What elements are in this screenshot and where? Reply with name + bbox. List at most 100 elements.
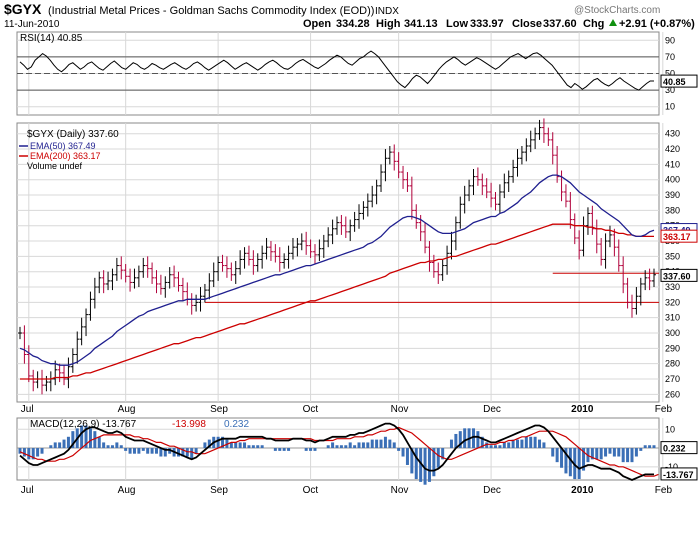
macd-histogram-bar xyxy=(62,439,66,449)
macd-histogram-bar xyxy=(471,428,475,449)
macd-histogram-bar xyxy=(331,442,335,449)
rsi-line xyxy=(19,50,654,91)
price-tick-label: 350 xyxy=(665,251,680,261)
macd-hist-last-value-box xyxy=(660,441,698,455)
open-label: Open xyxy=(303,18,331,30)
macd-last-value: -13.767 xyxy=(663,470,694,480)
macd-histogram-bar xyxy=(454,433,458,449)
price-last-value-box xyxy=(660,268,698,282)
macd-histogram-bar xyxy=(401,448,405,457)
macd-histogram-bar xyxy=(110,445,114,449)
x-axis-label: Dec xyxy=(483,404,501,415)
macd-histogram-bar xyxy=(150,448,154,454)
x-axis-label: Sep xyxy=(210,485,228,496)
rsi-tick-label: 50 xyxy=(665,69,675,79)
macd-histogram-bar xyxy=(604,448,608,457)
price-tick-label: 310 xyxy=(665,313,680,323)
macd-histogram-bar xyxy=(524,436,528,449)
macd-histogram-bar xyxy=(612,448,616,457)
exchange-label: INDX xyxy=(375,6,399,17)
macd-histogram-bar xyxy=(595,448,599,460)
macd-histogram-bar xyxy=(80,425,84,449)
ema200-last-value: 363.17 xyxy=(663,232,691,242)
ema200-legend: EMA(200) 363.17 xyxy=(30,151,101,161)
macd-histogram-bar xyxy=(66,436,70,449)
macd-histogram-bar xyxy=(221,436,225,449)
macd-histogram-bar xyxy=(621,448,625,463)
price-last-value: 337.60 xyxy=(663,271,691,281)
macd-histogram-bar xyxy=(128,448,132,454)
price-panel: 2602702802903003103203303403503603703803… xyxy=(16,118,698,403)
macd-histogram-bar xyxy=(93,431,97,449)
x-axis-label: Aug xyxy=(118,485,136,496)
macd-histogram-bar xyxy=(238,442,242,449)
macd-histogram-bar xyxy=(370,439,374,449)
price-tick-label: 300 xyxy=(665,328,680,338)
x-axis-label: Oct xyxy=(303,485,319,496)
macd-histogram-bar xyxy=(287,448,291,451)
macd-histogram-bar xyxy=(419,448,423,482)
x-axis-label: 2010 xyxy=(571,485,594,496)
macd-histogram-bar xyxy=(480,436,484,449)
macd-histogram-bar xyxy=(251,445,255,449)
macd-histogram-bar xyxy=(375,439,379,449)
macd-histogram-bar xyxy=(582,448,586,471)
macd-histogram-bar xyxy=(423,448,427,485)
price-tick-label: 290 xyxy=(665,343,680,353)
ema200-last-value-box xyxy=(660,229,698,243)
signal-legend: -13.998 xyxy=(172,419,206,430)
macd-histogram-bar xyxy=(617,448,621,457)
macd-histogram-bar xyxy=(568,448,572,477)
x-axis-label: Oct xyxy=(303,404,319,415)
date-label: 11-Jun-2010 xyxy=(4,19,60,30)
macd-legend: MACD(12,26,9) -13.767 xyxy=(30,419,137,430)
macd-histogram-bar xyxy=(489,445,493,449)
macd-histogram-bar xyxy=(278,448,282,451)
macd-histogram-bar xyxy=(476,431,480,449)
macd-histogram-bar xyxy=(234,442,238,449)
macd-histogram-bar xyxy=(326,445,330,449)
index-title: (Industrial Metal Prices - Goldman Sachs… xyxy=(48,5,374,17)
macd-histogram-bar xyxy=(313,448,317,451)
macd-histogram-bar xyxy=(154,448,158,454)
change-label: Chg xyxy=(583,18,604,30)
macd-histogram-bar xyxy=(282,448,286,451)
macd-histogram-bar xyxy=(361,442,365,449)
macd-histogram-bar xyxy=(190,448,194,460)
macd-histogram-bar xyxy=(84,425,88,449)
watermark: @StockCharts.com xyxy=(574,5,660,16)
x-axis-label: Feb xyxy=(655,485,673,496)
x-axis-label: Jul xyxy=(21,485,34,496)
macd-histogram-bar xyxy=(141,448,145,451)
macd-histogram-bar xyxy=(181,448,185,457)
rsi-tick-label: 90 xyxy=(665,35,675,45)
rsi-tick-label: 10 xyxy=(665,102,675,112)
macd-histogram-bar xyxy=(216,436,220,449)
macd-histogram-bar xyxy=(648,445,652,449)
macd-histogram-bar xyxy=(494,445,497,449)
macd-histogram-bar xyxy=(49,445,53,449)
x-axis-label: Sep xyxy=(210,404,228,415)
macd-histogram-bar xyxy=(560,448,564,468)
open-value: 334.28 xyxy=(336,18,370,30)
price-legend: $GYX (Daily) 337.60 xyxy=(27,129,119,140)
macd-histogram-bar xyxy=(414,448,418,480)
macd-histogram-bar xyxy=(348,442,352,449)
x-axis-label: Aug xyxy=(118,404,136,415)
low-value: 333.97 xyxy=(470,18,504,30)
price-tick-label: 260 xyxy=(665,389,680,399)
x-axis-label: Nov xyxy=(391,404,409,415)
macd-histogram-bar xyxy=(132,448,136,454)
macd-histogram-bar xyxy=(551,448,555,457)
ema50-line xyxy=(19,174,655,366)
price-tick-label: 270 xyxy=(665,374,680,384)
macd-histogram-bar xyxy=(229,442,233,449)
macd-histogram-bar xyxy=(97,436,101,449)
macd-histogram-bar xyxy=(520,439,524,449)
x-axis-label: 2010 xyxy=(571,404,594,415)
price-tick-label: 420 xyxy=(665,144,680,154)
macd-histogram-bar xyxy=(273,448,277,451)
volume-legend: Volume undef xyxy=(27,161,83,171)
rsi-last-value: 40.85 xyxy=(663,77,686,87)
macd-histogram-bar xyxy=(309,448,313,451)
